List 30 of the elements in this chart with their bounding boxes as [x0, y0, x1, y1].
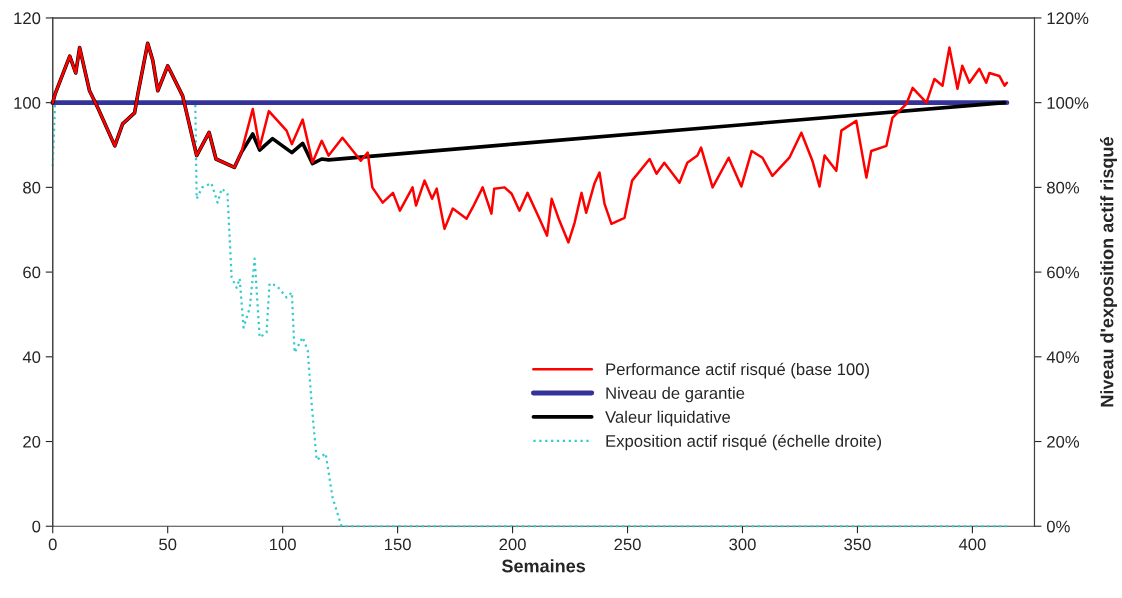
x-tick-label: 350: [844, 538, 871, 551]
legend-label: Valeur liquidative: [605, 410, 731, 427]
x-tick-label: 150: [384, 538, 411, 551]
y-tick-label: 120: [14, 12, 41, 25]
y2-tick-label: 120%: [1047, 12, 1089, 25]
x-tick-label: 300: [729, 538, 756, 551]
y2-tick-label: 80%: [1047, 181, 1080, 194]
y-tick-label: 40: [22, 351, 41, 364]
y-tick-label: 100: [14, 97, 41, 109]
y-tick-label: 60: [23, 266, 41, 279]
x-tick-label: 100: [270, 538, 296, 551]
y2-tick-label: 100%: [1047, 97, 1089, 109]
y-tick-label: 20: [23, 435, 41, 448]
x-tick-label: 250: [614, 538, 641, 551]
y-tick-label: 0: [32, 520, 41, 533]
y2-tick-label: 40%: [1046, 351, 1080, 364]
x-tick-label: 0: [48, 538, 57, 551]
x-tick-label: 50: [159, 538, 177, 551]
y2-tick-label: 20%: [1047, 435, 1080, 448]
line-series: [51, 42, 1009, 244]
legend-label: Niveau de garantie: [606, 386, 745, 403]
x-axis-title: Semaines: [501, 559, 586, 573]
x-tick-label: 400: [958, 538, 986, 551]
y2-axis-title: Niveau d'exposition actif risqué: [1100, 137, 1118, 407]
legend-label: Exposition actif risqué (échelle droite): [606, 434, 882, 451]
y2-tick-label: 0%: [1046, 520, 1070, 533]
x-tick-label: 200: [499, 538, 526, 551]
legend-label: Performance actif risqué (base 100): [606, 362, 869, 379]
y-tick-label: 80: [23, 181, 41, 194]
y2-tick-label: 60%: [1047, 266, 1080, 279]
